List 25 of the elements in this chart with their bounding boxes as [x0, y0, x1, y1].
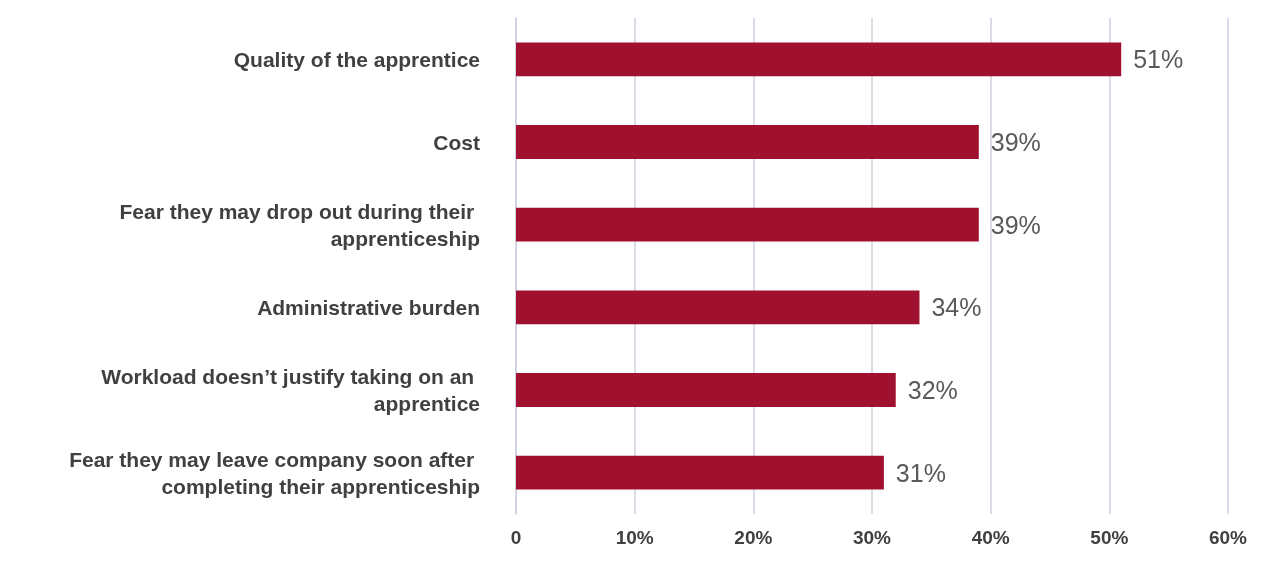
y-tick-label: Quality of the apprentice — [233, 47, 480, 71]
x-tick-label: 10% — [615, 527, 654, 548]
y-tick-label: Administrative burden — [257, 295, 480, 319]
bar — [516, 455, 884, 490]
bar — [516, 290, 920, 325]
x-tick-label: 60% — [1208, 527, 1248, 548]
data-label: 51% — [1133, 45, 1184, 74]
bar — [516, 373, 896, 407]
data-label: 32% — [907, 376, 958, 404]
bar — [516, 207, 979, 242]
bar — [516, 42, 1122, 77]
x-tick-label: 20% — [734, 527, 773, 548]
y-tick-label: Cost — [433, 130, 480, 154]
data-label: 34% — [931, 293, 982, 322]
x-tick-label: 40% — [971, 527, 1010, 548]
x-tick-label: 0 — [510, 527, 522, 548]
data-label: 39% — [990, 128, 1041, 156]
y-tick-label: Workload doesn’t justify taking on an apprentice — [101, 365, 480, 415]
bar — [516, 125, 979, 159]
y-tick-label: Fear they may leave company soon after completing their apprenticeship — [69, 447, 480, 498]
x-tick-label: 50% — [1090, 527, 1129, 548]
x-tick-label: 30% — [852, 527, 892, 548]
data-label: 31% — [895, 458, 946, 487]
y-tick-label: Fear they may drop out during their apprenticeship — [119, 199, 480, 250]
data-label: 39% — [990, 210, 1041, 239]
